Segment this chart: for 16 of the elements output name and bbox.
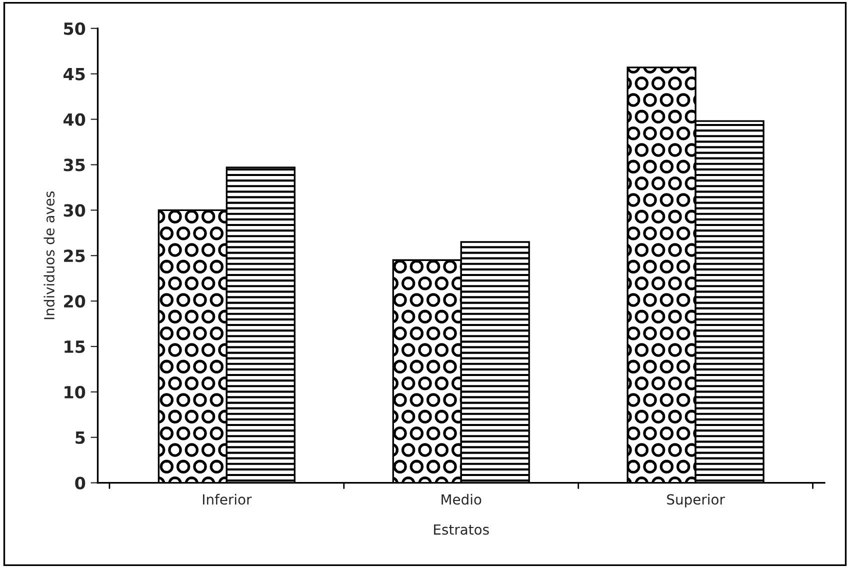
y-tick-label: 50: [64, 22, 86, 35]
x-tick-label: Medio: [442, 494, 482, 505]
x-tick-label: Inferior: [202, 494, 252, 505]
x-tick-label: Superior: [667, 494, 725, 508]
y-tick-label: 5: [76, 432, 85, 444]
y-tick-label: 30: [64, 204, 86, 217]
y-tick-label: 0: [75, 476, 86, 490]
y-tick-label: 10: [64, 386, 86, 398]
y-tick-label: 15: [64, 340, 85, 354]
y-tick-label: 35: [64, 158, 85, 172]
y-tick-label: 25: [64, 250, 85, 262]
x-axis-title: Estratos: [434, 524, 489, 535]
y-axis-title: Individuos de aves: [44, 191, 55, 320]
y-tick-label: 40: [64, 113, 86, 126]
y-tick-label: 45: [64, 68, 85, 80]
y-tick-label: 20: [64, 295, 86, 308]
